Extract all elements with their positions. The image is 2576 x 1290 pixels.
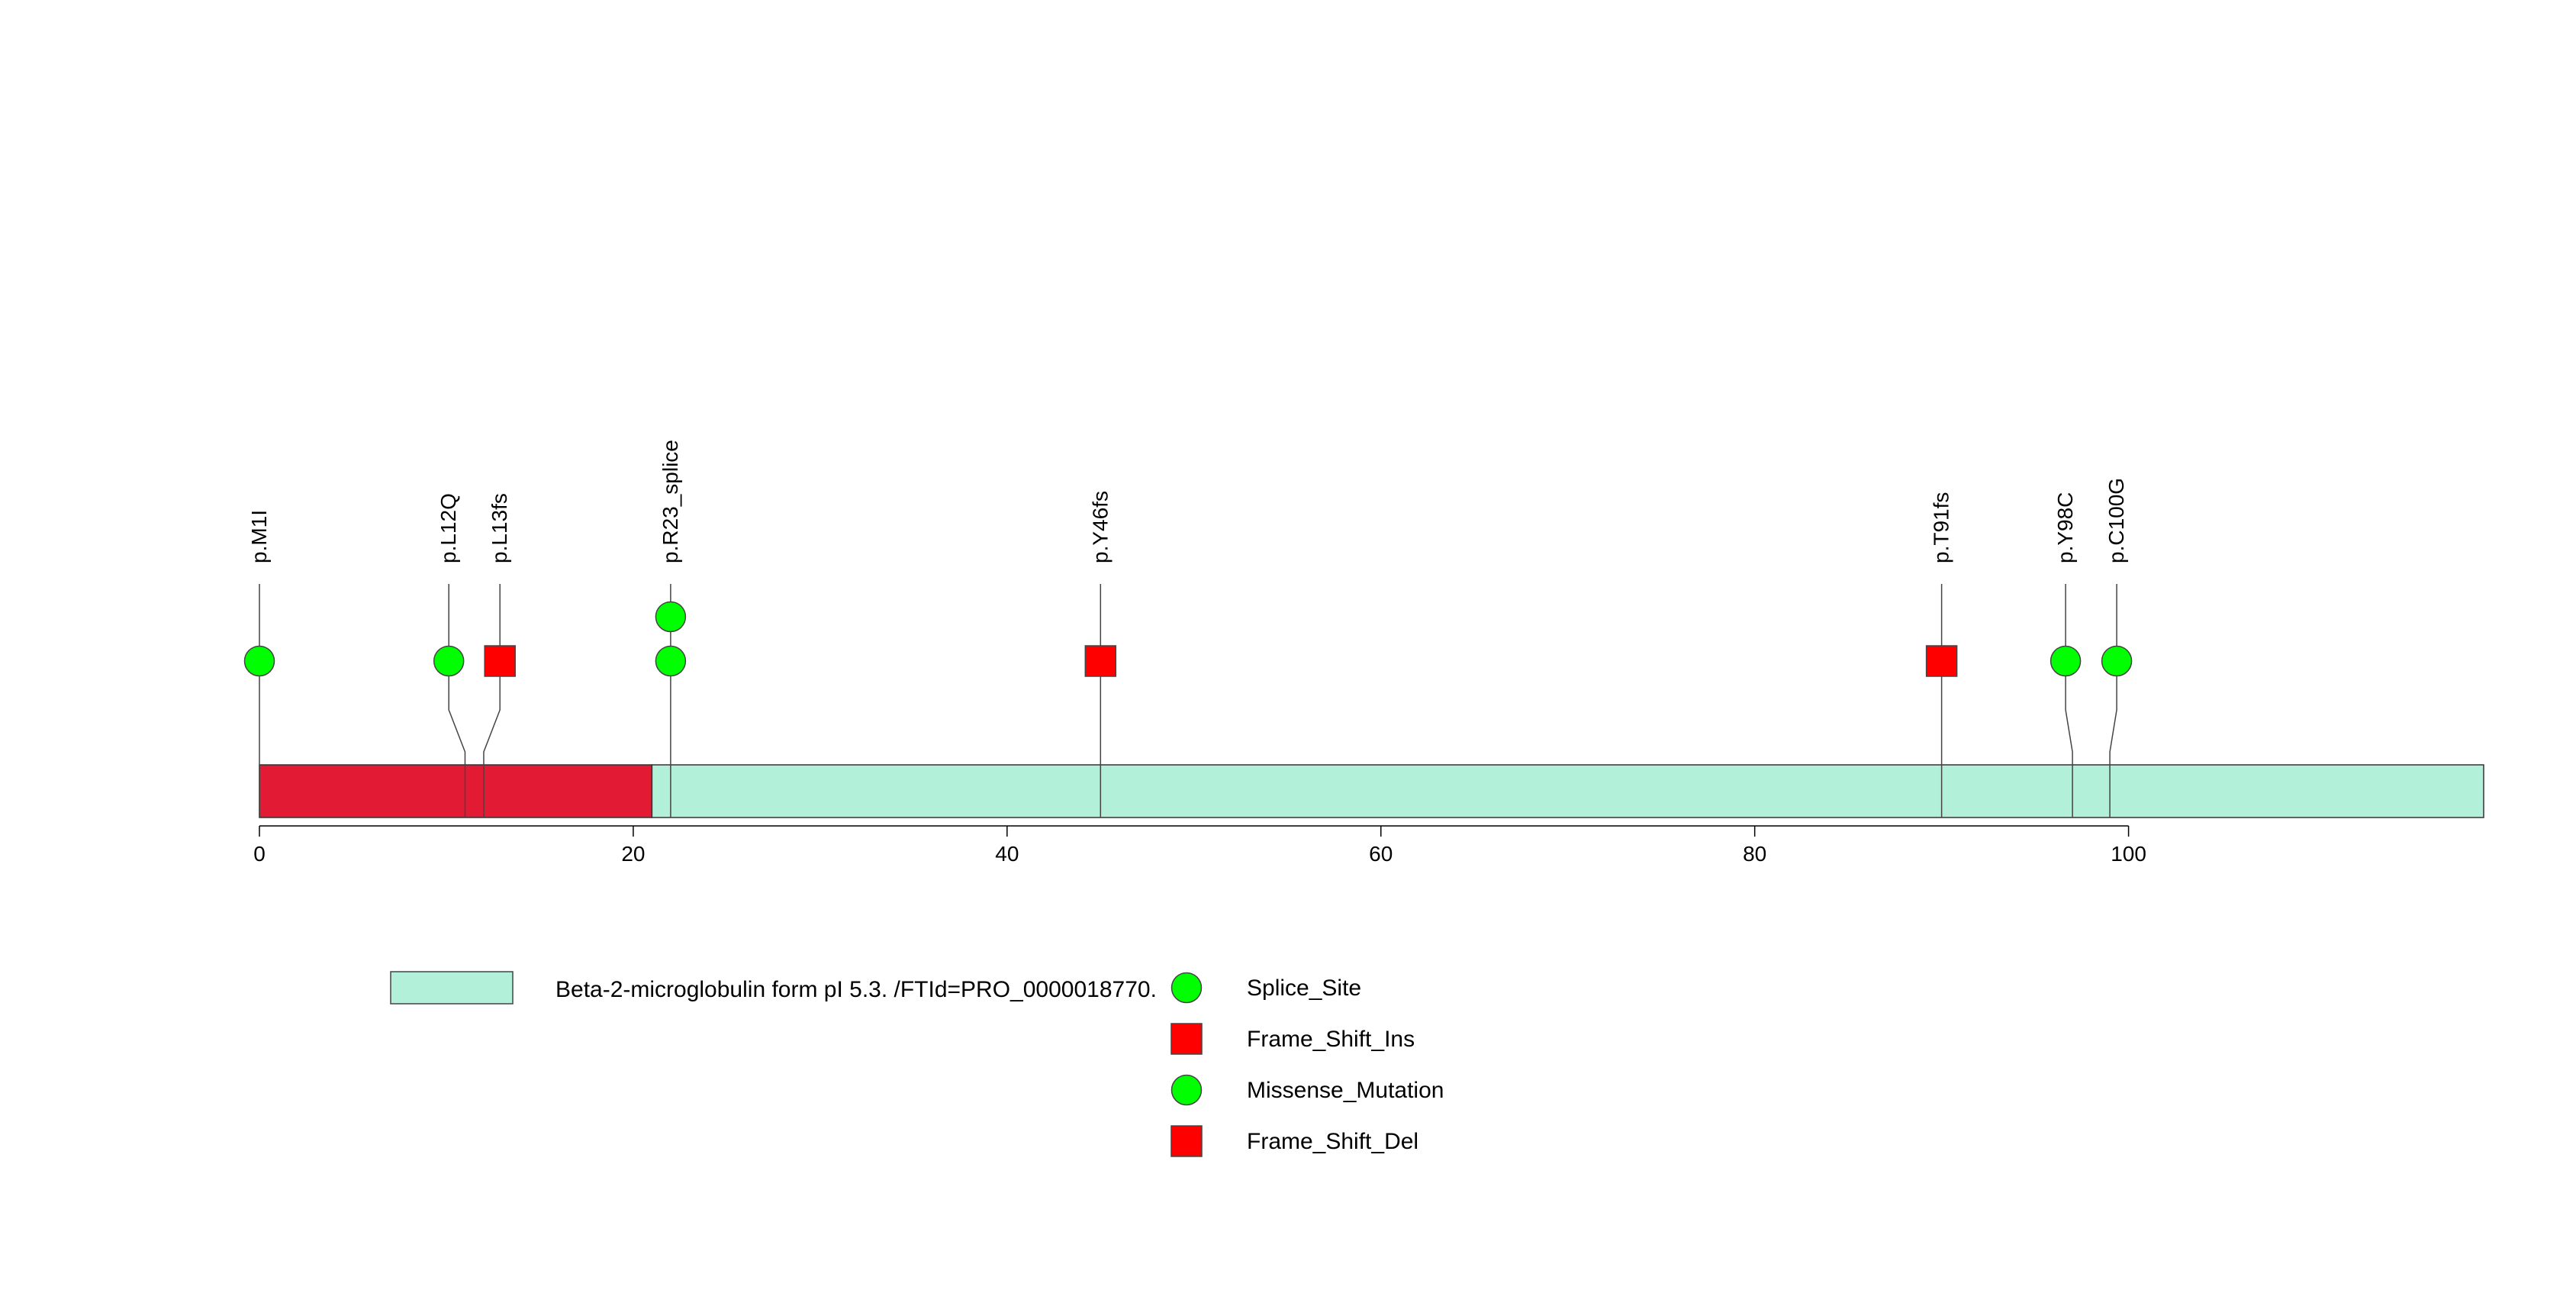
marker-p.M1I — [243, 645, 275, 677]
legend-label: Splice_Site — [1247, 976, 1361, 1001]
marker-p.L12Q — [433, 645, 465, 677]
legend-domain-swatch — [390, 971, 514, 1005]
mutation-labels: p.M1I p.L12Q p.L13fs p.R23_splice p.Y46fs p.T… — [247, 440, 2128, 563]
legend-label: Frame_Shift_Ins — [1247, 1027, 1415, 1052]
mutation-label: p.C100G — [2104, 478, 2128, 563]
legend-label: Frame_Shift_Del — [1247, 1129, 1418, 1154]
x-tick-label: 0 — [253, 842, 266, 866]
mutation-label: p.T91fs — [1930, 492, 1953, 563]
x-axis: 0 20 40 60 80 100 — [253, 825, 2146, 866]
mutation-markers — [243, 601, 2133, 677]
mutation-stems — [259, 584, 2117, 818]
marker-p.C100G — [2101, 645, 2133, 677]
legend-symbol-Frame_Shift_Del — [1170, 1125, 1203, 1157]
legend-label: Missense_Mutation — [1247, 1078, 1444, 1103]
x-tick-label: 80 — [1743, 842, 1766, 866]
domain-0 — [259, 764, 653, 818]
legend: Beta-2-microglobulin form pI 5.3. /FTId=… — [390, 971, 1444, 1157]
legend-domain-label: Beta-2-microglobulin form pI 5.3. /FTId=… — [555, 977, 1157, 1002]
protein-domains — [259, 764, 2484, 818]
mutation-label: p.L13fs — [488, 493, 511, 563]
x-tick-label: 20 — [621, 842, 645, 866]
marker-p.L13fs — [484, 645, 516, 677]
mutation-label: p.R23_splice — [658, 440, 682, 563]
legend-symbol-Frame_Shift_Ins — [1170, 1023, 1203, 1055]
marker-p.T91fs — [1925, 645, 1958, 677]
legend-symbol-Missense_Mutation — [1170, 1074, 1203, 1106]
x-tick-label: 40 — [995, 842, 1019, 866]
legend-symbol-Splice_Site — [1170, 972, 1203, 1004]
mutation-label: p.L12Q — [436, 493, 460, 563]
x-tick-label: 60 — [1369, 842, 1393, 866]
marker-p.Y98C — [2050, 645, 2082, 677]
x-tick-label: 100 — [2111, 842, 2146, 866]
marker-p.Y46fs — [1084, 645, 1117, 677]
mutation-label: p.Y46fs — [1088, 491, 1112, 563]
marker-p.R23_splice — [655, 645, 687, 677]
mutation-label: p.M1I — [247, 510, 271, 563]
marker-p.R23_splice — [655, 601, 687, 633]
mutation-label: p.Y98C — [2053, 492, 2077, 563]
domain-1 — [651, 764, 2484, 818]
